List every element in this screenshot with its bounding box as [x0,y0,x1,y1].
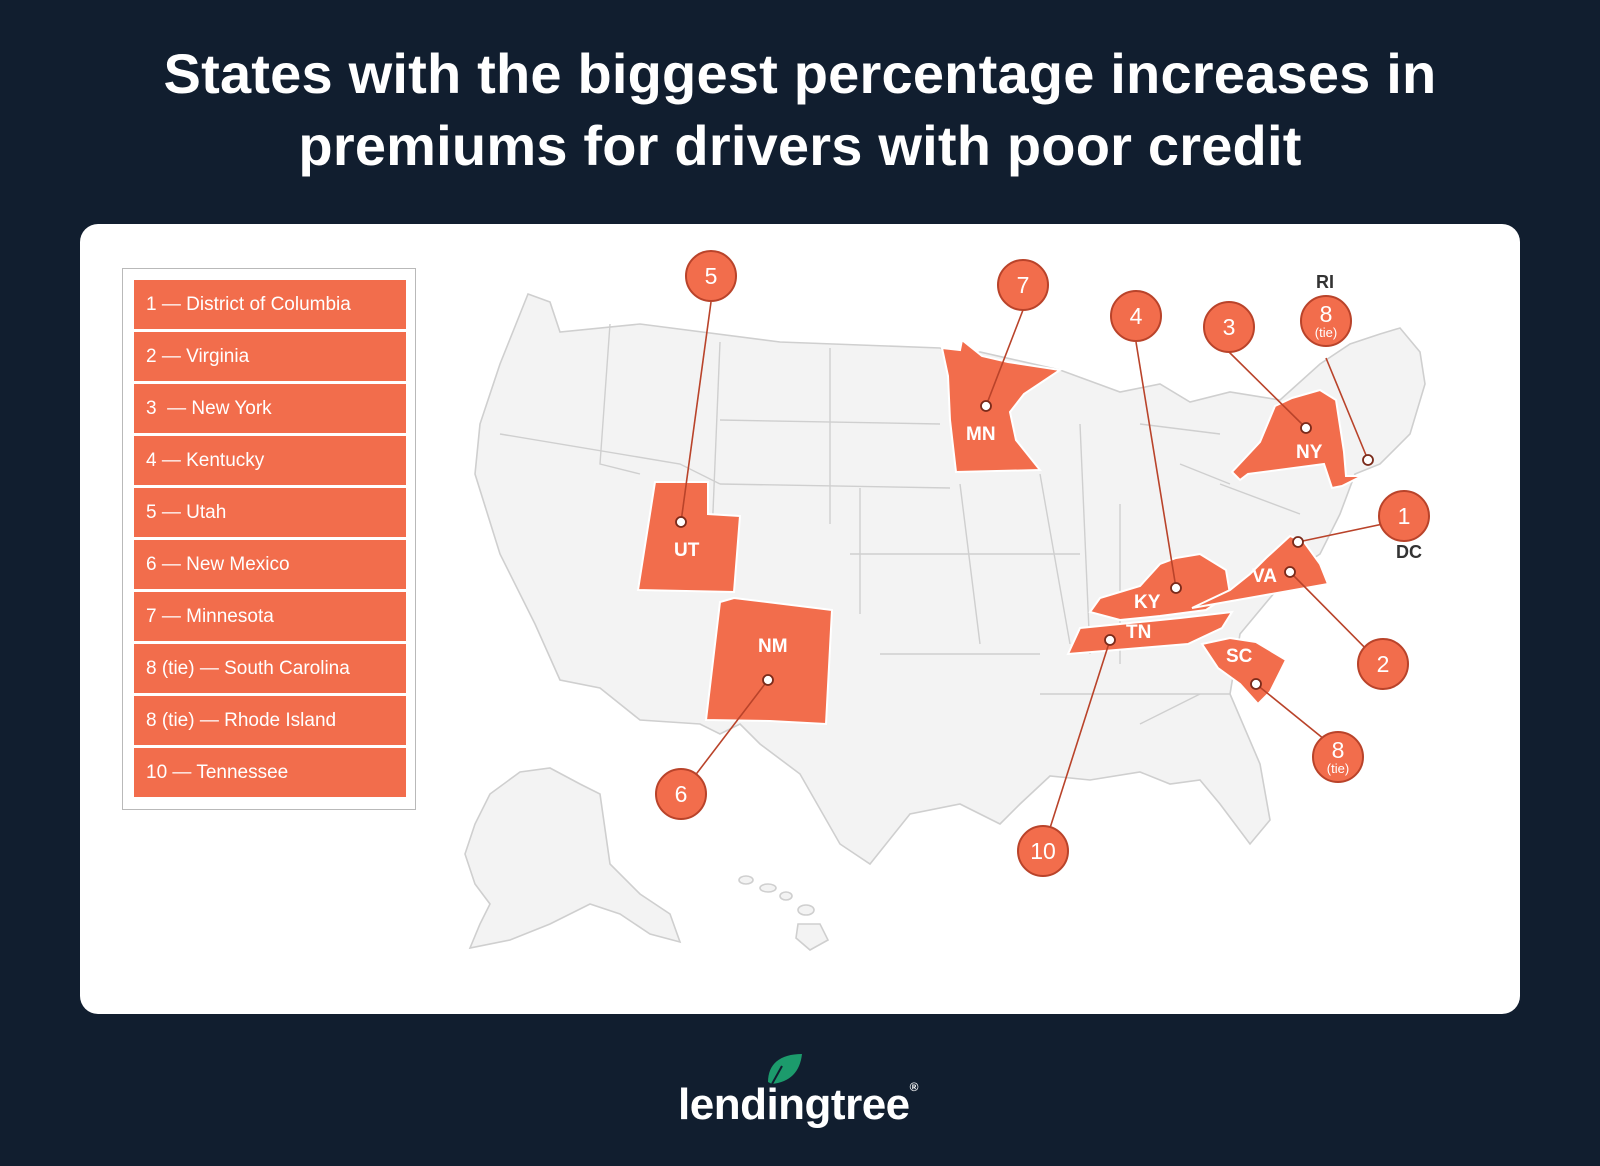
pin-ut-rank: 5 [705,263,718,289]
state-south-carolina [1200,636,1288,706]
pin-nm: 6 [655,768,707,820]
pin-va-rank: 2 [1377,651,1390,677]
pin-dc: 1 [1378,490,1430,542]
legend-item-1: 1 — District of Columbia [134,280,406,329]
label-sc: SC [1226,646,1253,667]
legend-item-5: 5 — Utah [134,488,406,537]
pin-mn-rank: 7 [1017,272,1030,298]
ranking-legend: 1 — District of Columbia 2 — Virginia 3 … [122,268,416,810]
us-map: UT MN KY NY RI DC VA SC TN NM 5 7 4 3 8 … [464,250,1430,951]
pin-dc-rank: 1 [1398,503,1411,529]
legend-item-10: 10 — Tennessee [134,748,406,797]
legend-item-8: 8 (tie) — South Carolina [134,644,406,693]
map-card: 1 — District of Columbia 2 — Virginia 3 … [80,224,1520,1014]
us-mainland-outline [474,292,1426,866]
pin-va: 2 [1357,638,1409,690]
label-tn: TN [1126,622,1151,643]
pin-ky: 4 [1110,290,1162,342]
title-line-1: States with the biggest percentage incre… [163,42,1437,105]
label-ri: RI [1316,272,1334,292]
title-line-2: premiums for drivers with poor credit [298,114,1302,177]
lendingtree-logo [768,1054,802,1085]
label-dc: DC [1396,542,1422,562]
pin-mn: 7 [997,259,1049,311]
brand-wordmark: lendingtree [678,1080,910,1129]
legend-item-2: 2 — Virginia [134,332,406,381]
label-nm: NM [758,636,788,657]
legend-item-3: 3 — New York [134,384,406,433]
state-dots [675,400,1374,690]
label-ut: UT [674,540,700,561]
pin-sc: 8 (tie) [1312,731,1364,783]
legend-item-6: 6 — New Mexico [134,540,406,589]
label-mn: MN [966,424,996,445]
hawaii-shape [738,875,830,951]
label-ny: NY [1296,442,1323,463]
pin-tn-rank: 10 [1030,838,1056,864]
pin-ny-rank: 3 [1223,314,1236,340]
pin-ut: 5 [685,250,737,302]
label-ky: KY [1134,592,1161,613]
pin-ri-rank: 8 [1320,301,1333,327]
pin-nm-rank: 6 [675,781,688,807]
pin-ri: 8 (tie) [1300,295,1352,347]
legend-item-9: 8 (tie) — Rhode Island [134,696,406,745]
legend-item-4: 4 — Kentucky [134,436,406,485]
state-utah [636,481,742,594]
state-new-mexico [704,596,834,726]
state-minnesota [940,338,1063,474]
state-kentucky [1088,552,1232,622]
alaska-shape [464,767,682,950]
page-title: States with the biggest percentage incre… [0,38,1600,182]
pin-ny: 3 [1203,301,1255,353]
label-va: VA [1252,566,1277,587]
legend-item-7: 7 — Minnesota [134,592,406,641]
pin-sc-rank: 8 [1332,737,1345,763]
pin-tn: 10 [1017,825,1069,877]
pin-ky-rank: 4 [1130,303,1143,329]
brand-name: lendingtree® [678,1080,919,1130]
pin-ri-tie: (tie) [1315,325,1337,340]
pin-sc-tie: (tie) [1327,761,1349,776]
registered-mark: ® [909,1080,919,1094]
